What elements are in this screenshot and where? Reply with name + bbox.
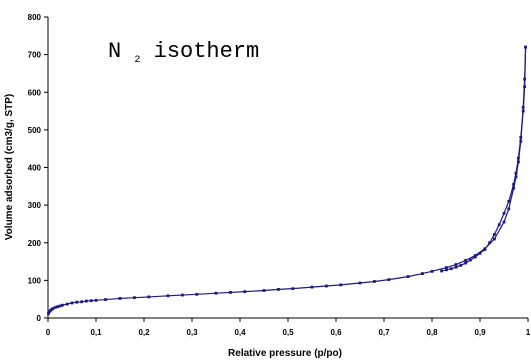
adsorption-point: [51, 307, 55, 310]
x-tick-label: 0,2: [138, 328, 150, 337]
adsorption-point: [310, 285, 314, 289]
desorption-point: [497, 223, 501, 227]
adsorption-point: [65, 302, 69, 306]
x-tick-label: 0,4: [234, 328, 246, 337]
adsorption-point: [147, 295, 151, 299]
adsorption-point: [214, 291, 218, 295]
x-tick-label: 0,5: [282, 328, 294, 337]
adsorption-point: [454, 263, 458, 266]
y-tick-label: 400: [28, 164, 42, 173]
adsorption-point: [291, 287, 295, 291]
x-tick-label: 0,7: [378, 328, 390, 337]
x-tick-label: 0,9: [474, 328, 486, 337]
desorption-point: [524, 45, 527, 49]
desorption-point: [512, 183, 515, 186]
adsorption-point: [166, 294, 170, 298]
chart-title-subscript: 2: [134, 55, 140, 66]
desorption-point: [493, 233, 496, 236]
desorption-point: [507, 199, 511, 203]
adsorption-point: [53, 306, 57, 309]
desorption-point: [483, 248, 487, 251]
desorption-point: [454, 265, 458, 269]
chart-title-rest: isotherm: [154, 39, 260, 64]
desorption-point: [459, 263, 463, 267]
adsorption-point: [70, 301, 74, 305]
y-tick-label: 700: [28, 51, 42, 60]
adsorption-point: [514, 175, 518, 179]
desorption-point: [514, 171, 518, 175]
adsorption-point: [339, 283, 343, 287]
adsorption-point: [406, 275, 410, 279]
y-tick-label: 600: [28, 88, 42, 97]
desorption-point: [445, 268, 448, 272]
x-tick-label: 0,1: [90, 328, 102, 337]
adsorption-point: [512, 186, 515, 190]
adsorption-point: [243, 290, 247, 294]
adsorption-point: [49, 309, 52, 312]
adsorption-point: [80, 300, 83, 304]
y-tick-label: 100: [28, 276, 42, 285]
adsorption-point: [75, 300, 79, 304]
x-axis-title: Relative pressure (p/po): [228, 348, 342, 359]
x-tick-label: 0,3: [186, 328, 198, 337]
desorption-point: [519, 136, 523, 139]
desorption-line: [441, 46, 527, 272]
adsorption-point: [118, 297, 122, 300]
series-layer: [47, 45, 527, 315]
adsorption-point: [507, 207, 511, 211]
adsorption-point: [262, 289, 266, 292]
adsorption-point: [325, 284, 328, 288]
adsorption-point: [85, 299, 88, 303]
desorption-point: [449, 267, 453, 271]
desorption-point: [523, 85, 527, 89]
desorption-point: [521, 109, 525, 113]
adsorption-point: [89, 299, 93, 303]
y-tick-label: 200: [28, 239, 42, 248]
adsorption-point: [104, 298, 107, 301]
adsorption-point: [421, 272, 424, 275]
adsorption-line: [47, 46, 527, 315]
desorption-point: [440, 269, 443, 273]
desorption-point: [517, 156, 520, 160]
x-tick-label: 0: [46, 328, 51, 337]
y-tick-label: 800: [28, 13, 42, 22]
adsorption-point: [181, 293, 184, 297]
adsorption-point: [47, 312, 50, 315]
y-axis-title: Volume adsorbed (cm3/g, STP): [4, 94, 15, 241]
y-tick-label: 300: [28, 201, 42, 210]
adsorption-point: [373, 280, 376, 283]
chart-title-main: N: [108, 39, 121, 64]
adsorption-point: [473, 254, 477, 257]
y-tick-label: 500: [28, 126, 42, 135]
axis-layer: 0 100 200 300 400 500 600 700 800 0 0,1 0,2 0,3 0,4 0,…: [28, 13, 531, 337]
y-tick-label: 0: [37, 314, 42, 323]
desorption-point: [473, 255, 477, 259]
adsorption-point: [94, 298, 98, 302]
adsorption-point: [445, 266, 448, 269]
adsorption-point: [430, 269, 434, 273]
adsorption-point: [56, 305, 59, 309]
desorption-point: [488, 241, 491, 245]
adsorption-point: [358, 281, 362, 285]
x-tick-label: 0,6: [330, 328, 342, 337]
adsorption-point: [277, 288, 280, 291]
x-tick-label: 1: [526, 328, 531, 337]
desorption-point: [464, 261, 467, 265]
adsorption-point: [502, 220, 506, 224]
adsorption-point: [195, 292, 199, 296]
desorption-point: [469, 258, 472, 262]
adsorption-point: [493, 237, 496, 241]
adsorption-point: [58, 304, 62, 308]
adsorption-point: [387, 278, 391, 282]
adsorption-point: [61, 303, 64, 307]
adsorption-point: [229, 291, 232, 294]
adsorption-point: [464, 259, 467, 262]
x-tick-label: 0,8: [426, 328, 438, 337]
adsorption-point: [133, 296, 136, 300]
desorption-point: [478, 251, 482, 255]
desorption-point: [502, 212, 506, 215]
chart-title: N 2 isotherm: [108, 39, 259, 69]
